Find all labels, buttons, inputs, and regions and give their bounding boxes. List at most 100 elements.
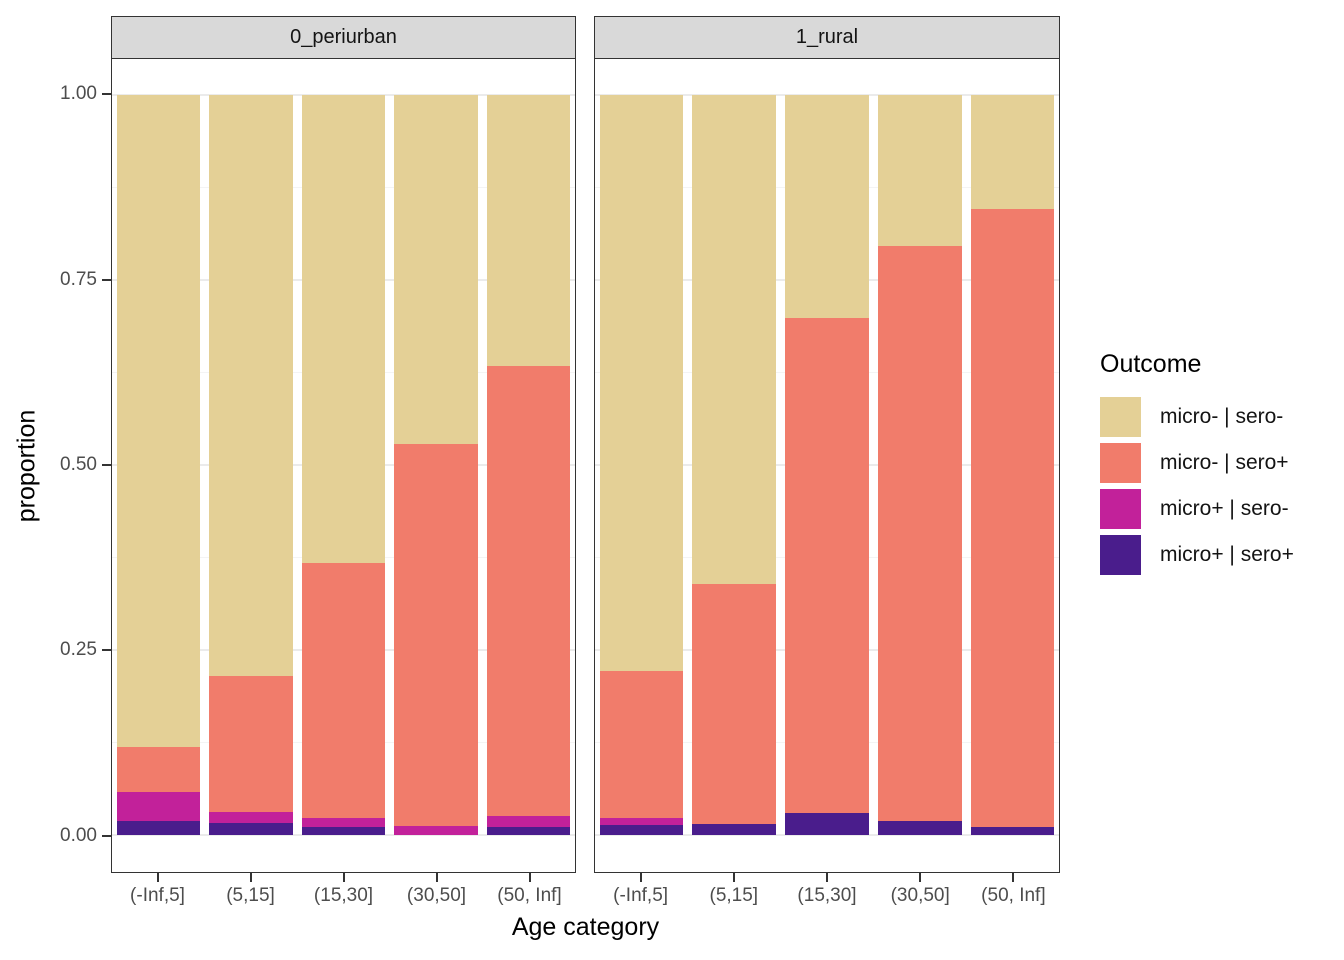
bar-segment [970, 826, 1055, 835]
bar-0_periurban-(5,15] [209, 95, 293, 835]
bar-segment [487, 95, 571, 366]
legend-label: micro+ | sero+ [1160, 543, 1294, 566]
bar-segment [487, 826, 571, 835]
bar-0_periurban-(30,50] [394, 95, 478, 835]
bar-1_rural-(5,15] [692, 95, 776, 835]
gridline-major [112, 834, 575, 836]
bar-segment [209, 675, 293, 813]
legend-entry: micro+ | sero+ [1100, 535, 1340, 575]
bar-segment [970, 95, 1055, 209]
bar-1_rural-(15,30] [785, 95, 869, 835]
y-tick-label: 0.25 [60, 639, 97, 661]
x-tick-label: (50, Inf] [981, 885, 1046, 906]
bar-segment [209, 823, 293, 835]
bar-segment [599, 670, 684, 818]
bar-segment [487, 365, 571, 816]
y-tick-label: 0.00 [60, 824, 97, 846]
x-tick-mark [528, 873, 531, 882]
bar-segment [301, 563, 386, 818]
panel-0_periurban [111, 57, 576, 873]
facet-strip-label: 1_rural [795, 26, 859, 48]
x-tick-label: (-Inf,5] [613, 885, 669, 906]
legend-key-swatch [1100, 535, 1141, 575]
x-tick-label: (-Inf,5] [130, 885, 185, 906]
bar-segment [301, 95, 386, 564]
x-tick-label: (30,50] [406, 885, 467, 906]
bar-1_rural-(-Inf,5] [599, 95, 684, 835]
y-tick-label: 0.75 [60, 268, 97, 290]
y-tick-label: 1.00 [60, 83, 97, 105]
bar-0_periurban-(-Inf,5] [116, 95, 200, 835]
bar-segment [599, 817, 684, 825]
bar-segment [116, 95, 200, 747]
gridline-major [595, 94, 1059, 96]
x-tick-label: (15,30] [313, 885, 374, 906]
bar-segment [116, 792, 200, 821]
x-tick-label: (30,50] [890, 885, 950, 906]
bar-segment [209, 95, 293, 676]
bar-segment [394, 444, 478, 827]
bar-segment [301, 818, 386, 827]
legend-label: micro- | sero- [1160, 405, 1284, 428]
bar-segment [599, 95, 684, 671]
bar-segment [692, 584, 776, 824]
x-tick-label: (15,30] [797, 885, 857, 906]
x-axis-title: Age category [511, 913, 660, 941]
y-tick-mark [102, 93, 111, 96]
gridline-major [112, 94, 575, 96]
x-tick-mark [342, 873, 345, 882]
bar-segment [970, 208, 1055, 827]
x-tick-mark [826, 873, 828, 882]
legend-title: Outcome [1100, 350, 1202, 378]
bar-segment [878, 95, 962, 246]
bar-segment [878, 820, 962, 835]
x-tick-mark [639, 873, 642, 882]
facet-strip-label: 0_periurban [290, 26, 397, 48]
x-tick-label: (5,15] [709, 885, 759, 906]
x-tick-mark [919, 873, 922, 882]
facet-strip-1_rural: 1_rural [594, 16, 1060, 59]
bar-segment [785, 812, 869, 835]
bar-segment [487, 815, 571, 827]
bar-segment [394, 95, 478, 445]
bar-segment [116, 746, 200, 793]
bar-0_periurban-(50, Inf] [487, 95, 571, 835]
legend-entry: micro- | sero- [1100, 397, 1340, 437]
x-tick-mark [732, 873, 735, 882]
x-tick-label: (50, Inf] [497, 885, 562, 906]
panel-1_rural [594, 57, 1060, 873]
bar-segment [692, 95, 776, 585]
bar-0_periurban-(15,30] [301, 95, 386, 835]
bar-segment [785, 95, 869, 318]
x-tick-mark [1012, 873, 1015, 882]
bar-segment [394, 826, 478, 835]
x-tick-mark [249, 873, 252, 882]
bar-segment [116, 820, 200, 835]
y-tick-mark [102, 834, 111, 837]
gridline-major [595, 834, 1059, 836]
bar-segment [599, 824, 684, 835]
bar-segment [785, 317, 869, 813]
legend-key-swatch [1100, 489, 1141, 529]
bar-segment [209, 812, 293, 824]
bar-segment [692, 823, 776, 835]
x-tick-mark [156, 873, 159, 882]
bar-segment [878, 245, 962, 821]
legend-entry: micro- | sero+ [1100, 443, 1340, 483]
legend-key-swatch [1100, 443, 1141, 483]
facet-strip-0_periurban: 0_periurban [111, 16, 576, 59]
bar-segment [301, 826, 386, 835]
bar-1_rural-(30,50] [878, 95, 962, 835]
legend: Outcome micro- | sero-micro- | sero+ micr… [1100, 350, 1340, 581]
x-tick-mark [435, 873, 438, 882]
legend-entries: micro- | sero-micro- | sero+ micro+ | ser… [1100, 397, 1340, 575]
bar-1_rural-(50, Inf] [970, 95, 1055, 835]
y-tick-label: 0.50 [60, 454, 97, 475]
y-tick-mark [102, 278, 111, 281]
y-tick-mark [102, 649, 111, 652]
legend-label: micro- | sero+ [1160, 451, 1289, 474]
legend-entry: micro+ | sero- [1100, 489, 1340, 529]
legend-key-swatch [1100, 397, 1141, 437]
x-tick-label: (5,15] [226, 885, 275, 906]
